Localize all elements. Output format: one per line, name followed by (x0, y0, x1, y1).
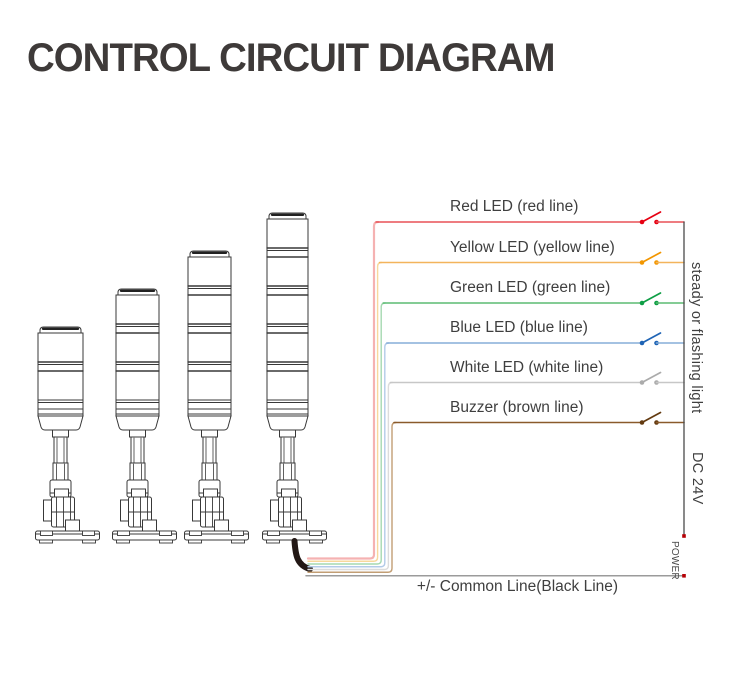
tower-illustration-1 (35, 326, 100, 544)
power-label: POWER (669, 541, 680, 580)
wire-label-brown: Buzzer (brown line) (450, 398, 584, 416)
wire-label-blue: Blue LED (blue line) (450, 319, 588, 336)
wire-row-brown (307, 411, 685, 573)
cable-bundle (291, 538, 313, 572)
tower-illustration-4 (262, 212, 327, 544)
dc24v-label: DC 24V (689, 452, 705, 505)
wire-label-yellow: Yellow LED (yellow line) (450, 238, 615, 256)
page-title: CONTROL CIRCUIT DIAGRAM (27, 36, 556, 80)
wire-label-red: Red LED (red line) (450, 198, 579, 215)
common-line-label: +/- Common Line(Black Line) (416, 578, 619, 595)
wire-label-green: Green LED (green line) (450, 279, 611, 296)
wire-row-yellow (307, 251, 685, 562)
tower-illustration-2 (112, 288, 177, 544)
wire-row-green (307, 292, 685, 565)
wire-row-red (306, 211, 685, 560)
tower-illustration-3 (184, 250, 249, 544)
wire-row-blue (307, 332, 685, 568)
wire-row-white (307, 371, 685, 571)
wire-label-white: White LED (white line) (450, 358, 604, 376)
power-bus (305, 221, 686, 578)
steady-flashing-label: steady or flashing light (688, 262, 704, 414)
